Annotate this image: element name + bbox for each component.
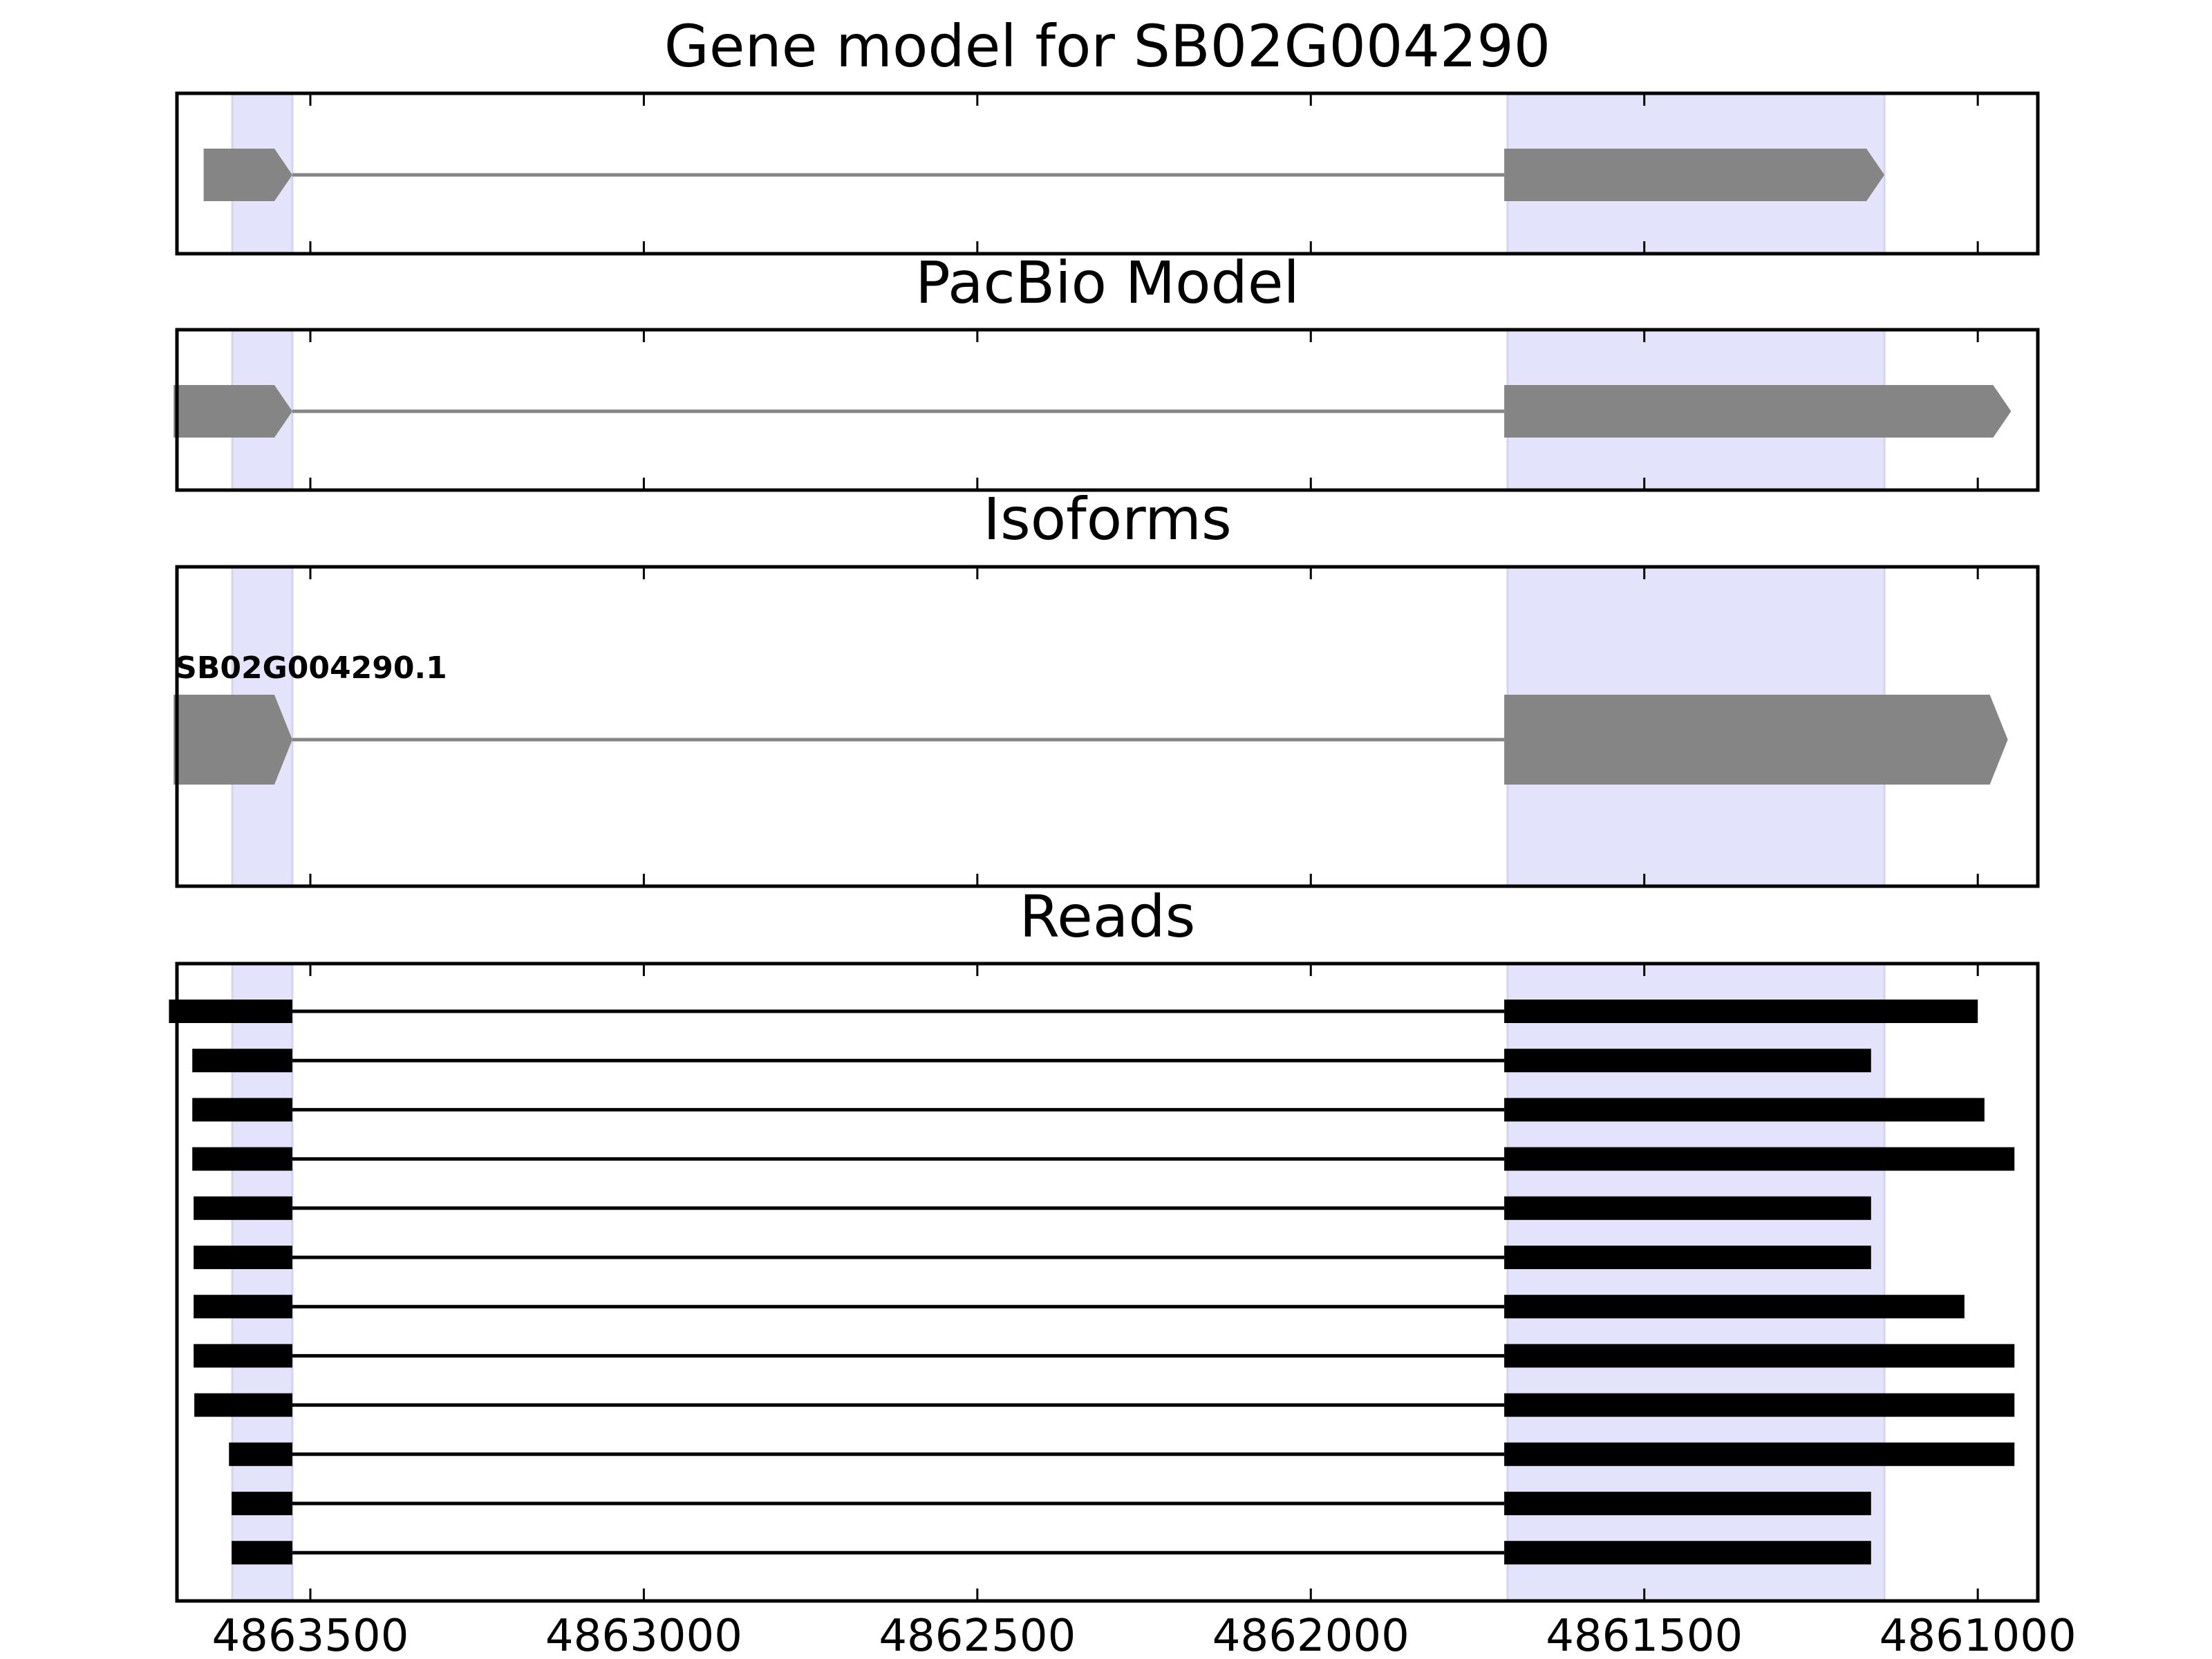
read-track bbox=[194, 1246, 1871, 1269]
read-block bbox=[1504, 1147, 2015, 1171]
x-tick-label: 4863000 bbox=[545, 1611, 742, 1659]
panel-title: Gene model for SB02G004290 bbox=[664, 12, 1550, 80]
read-block bbox=[1504, 1000, 1978, 1023]
x-tick-label: 4861000 bbox=[1880, 1611, 2077, 1659]
panel-gene-model: PacBio Model bbox=[174, 249, 2040, 492]
read-block bbox=[1504, 1049, 1871, 1073]
read-block bbox=[1504, 1295, 1965, 1319]
read-track bbox=[169, 1000, 1978, 1023]
read-track bbox=[229, 1442, 2015, 1466]
read-block bbox=[194, 1295, 292, 1319]
read-track bbox=[192, 1098, 1985, 1122]
read-block bbox=[1504, 1492, 1871, 1515]
read-block bbox=[194, 1393, 292, 1417]
read-track bbox=[194, 1344, 2015, 1368]
exon bbox=[203, 149, 292, 201]
panel-frame bbox=[175, 962, 2040, 1603]
read-block bbox=[1504, 1393, 2015, 1417]
exon bbox=[1504, 149, 1885, 201]
x-tick-label: 4862500 bbox=[879, 1611, 1076, 1659]
read-block bbox=[194, 1246, 292, 1269]
panel-frame bbox=[175, 91, 2040, 256]
read-track bbox=[194, 1393, 2015, 1417]
read-block bbox=[232, 1492, 292, 1515]
read-block bbox=[1504, 1344, 2015, 1368]
read-block bbox=[1504, 1442, 2015, 1466]
read-track bbox=[192, 1049, 1871, 1073]
transcript-track bbox=[174, 385, 2012, 438]
read-track bbox=[232, 1492, 1871, 1515]
exon bbox=[174, 385, 292, 438]
read-block bbox=[229, 1442, 292, 1466]
panel-title: Isoforms bbox=[983, 485, 1232, 553]
exon bbox=[1504, 385, 2012, 438]
panel-isoforms: Isoforms SB02G004290.1 bbox=[174, 485, 2040, 888]
read-track bbox=[232, 1541, 1871, 1565]
panel-title: PacBio Model bbox=[915, 249, 1300, 317]
x-tick-label: 4861500 bbox=[1546, 1611, 1743, 1659]
x-tick-label: 4863500 bbox=[212, 1611, 409, 1659]
panel-frame bbox=[175, 328, 2040, 492]
read-block bbox=[232, 1541, 292, 1565]
panel-title: Reads bbox=[1020, 883, 1196, 950]
transcript-track: SB02G004290.1 bbox=[174, 650, 2008, 785]
x-tick-label: 4862000 bbox=[1212, 1611, 1409, 1659]
exon bbox=[1504, 695, 2008, 785]
read-block bbox=[192, 1098, 292, 1122]
transcript-track bbox=[203, 149, 1885, 201]
exon bbox=[174, 695, 292, 785]
read-track bbox=[194, 1295, 1965, 1319]
panel-frame bbox=[175, 565, 2040, 888]
panel-gene-model: Gene model for SB02G004290 bbox=[175, 12, 2040, 256]
read-track bbox=[192, 1147, 2015, 1171]
panel-reads: Reads bbox=[169, 883, 2040, 1603]
read-block bbox=[194, 1344, 292, 1368]
read-block bbox=[1504, 1196, 1871, 1220]
read-block bbox=[194, 1196, 292, 1220]
read-block bbox=[169, 1000, 292, 1023]
read-block bbox=[1504, 1098, 1985, 1122]
read-block bbox=[1504, 1246, 1871, 1269]
read-track bbox=[194, 1196, 1871, 1220]
read-block bbox=[192, 1147, 292, 1171]
read-block bbox=[192, 1049, 292, 1073]
isoform-label: SB02G004290.1 bbox=[175, 650, 447, 686]
read-block bbox=[1504, 1541, 1871, 1565]
